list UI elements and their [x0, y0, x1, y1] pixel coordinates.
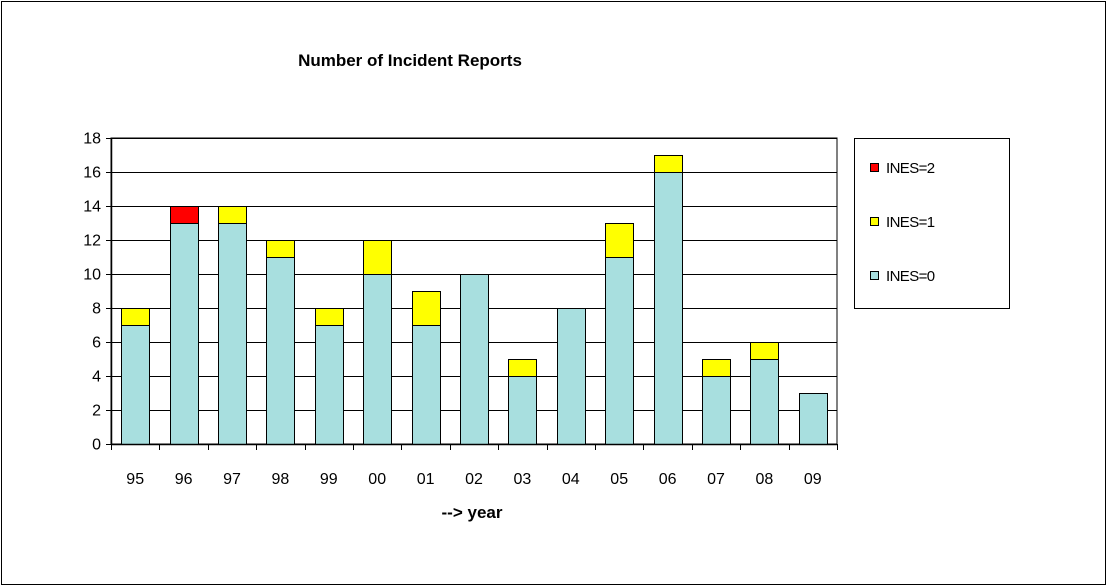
bar-segment-ines-0-96 [170, 223, 199, 445]
bar-segment-ines-1-03 [508, 359, 537, 377]
x-tick-label: 96 [175, 471, 193, 488]
legend-label-ines-2: INES=2 [886, 160, 935, 177]
legend-box [854, 138, 1010, 309]
bar-segment-ines-1-07 [702, 359, 731, 377]
y-tick-label: 10 [83, 267, 101, 284]
bar-segment-ines-1-01 [412, 291, 441, 326]
bar-segment-ines-1-00 [363, 240, 392, 275]
legend: INES=2 INES=1 INES=0 [854, 138, 1010, 309]
x-tick-label: 02 [465, 471, 483, 488]
bar-segment-ines-0-05 [605, 257, 634, 445]
bar-segment-ines-1-95 [121, 308, 150, 326]
bar-segment-ines-0-06 [654, 172, 683, 445]
bar-segment-ines-0-09 [799, 393, 828, 445]
bar-segment-ines-0-04 [557, 308, 586, 445]
x-tick-label: 05 [610, 471, 628, 488]
bar-segment-ines-1-98 [266, 240, 295, 258]
bar-segment-ines-1-99 [315, 308, 344, 326]
x-tick-label: 06 [659, 471, 677, 488]
x-tick-label: 09 [804, 471, 822, 488]
bar-segment-ines-1-97 [218, 206, 247, 224]
y-tick-label: 16 [83, 165, 101, 182]
bar-segment-ines-0-02 [460, 274, 489, 445]
bar-segment-ines-0-95 [121, 325, 150, 445]
bar-segment-ines-0-01 [412, 325, 441, 445]
legend-label-ines-0: INES=0 [886, 268, 935, 285]
y-tick-label: 18 [83, 131, 101, 148]
bar-segment-ines-2-96 [170, 206, 199, 224]
y-tick-label: 4 [92, 369, 101, 386]
chart-title: Number of Incident Reports [298, 51, 522, 70]
y-tick-label: 0 [92, 437, 101, 454]
bar-segment-ines-0-03 [508, 376, 537, 445]
x-tick-label: 08 [756, 471, 774, 488]
x-tick-label: 99 [320, 471, 338, 488]
x-tick-label: 03 [514, 471, 532, 488]
bar-segment-ines-0-97 [218, 223, 247, 445]
y-tick-label: 2 [92, 403, 101, 420]
y-tick-label: 6 [92, 335, 101, 352]
bar-segment-ines-1-06 [654, 155, 683, 173]
bar-segment-ines-1-05 [605, 223, 634, 258]
x-tick-label: 07 [707, 471, 725, 488]
legend-label-ines-1: INES=1 [886, 214, 935, 231]
bar-segment-ines-0-08 [750, 359, 779, 445]
bars [121, 155, 828, 445]
bar-segment-ines-1-08 [750, 342, 779, 360]
x-tick-label: 98 [272, 471, 290, 488]
bar-segment-ines-0-00 [363, 274, 392, 445]
x-tick-label: 00 [368, 471, 386, 488]
bar-segment-ines-0-98 [266, 257, 295, 445]
x-tick-label: 01 [417, 471, 435, 488]
x-axis-label: --> year [442, 503, 503, 522]
y-tick-label: 12 [83, 233, 101, 250]
y-tick-label: 8 [92, 301, 101, 318]
bar-segment-ines-0-07 [702, 376, 731, 445]
x-tick-label: 97 [223, 471, 241, 488]
x-tick-label: 95 [126, 471, 144, 488]
y-tick-label: 14 [83, 199, 101, 216]
legend-swatch-ines-0 [870, 271, 879, 280]
legend-swatch-ines-2 [870, 163, 879, 172]
legend-swatch-ines-1 [870, 217, 879, 226]
bar-segment-ines-0-99 [315, 325, 344, 445]
x-tick-label: 04 [562, 471, 580, 488]
